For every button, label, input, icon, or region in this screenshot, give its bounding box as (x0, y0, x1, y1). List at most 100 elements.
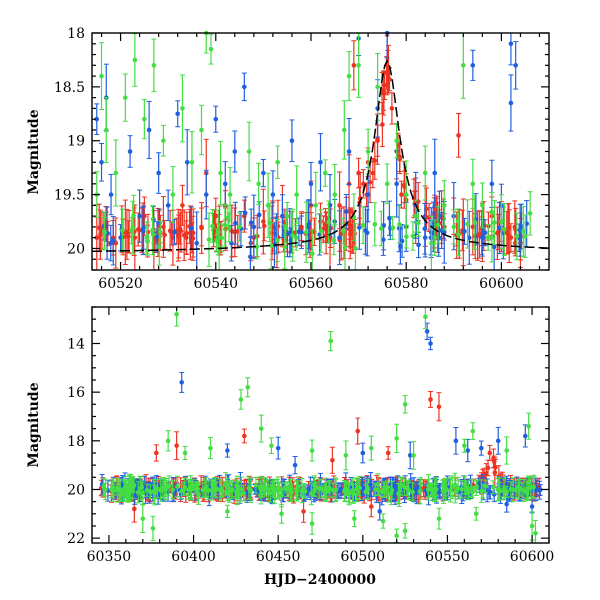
data-point (138, 475, 144, 501)
data-point (452, 479, 458, 504)
data-point (368, 495, 374, 518)
data-point (455, 208, 461, 234)
data-point (322, 159, 328, 187)
data-point (489, 212, 495, 263)
data-point (113, 139, 119, 207)
data-point (241, 72, 247, 102)
data-point (504, 436, 510, 465)
top-panel: 60520 60540 60560 60580 606001818.51919.520 … (26, 26, 550, 292)
data-point (368, 471, 374, 498)
data-point (274, 218, 280, 263)
data-point (453, 427, 459, 455)
data-point (432, 138, 438, 208)
data-point (478, 479, 484, 503)
data-point (384, 163, 390, 205)
data-point (131, 478, 137, 493)
data-point (394, 423, 400, 454)
data-point (501, 203, 507, 256)
data-point (238, 389, 244, 410)
data-point (278, 482, 284, 508)
data-point (305, 200, 311, 254)
data-point (232, 201, 238, 245)
data-point (99, 42, 105, 110)
data-point (119, 487, 125, 503)
data-point (451, 209, 457, 245)
data-point (232, 130, 238, 173)
y-tick-label: 20 (67, 241, 85, 257)
data-point (436, 392, 442, 422)
data-point (441, 180, 447, 231)
y-tick-label: 14 (67, 336, 85, 352)
data-point (174, 431, 180, 461)
data-point (351, 510, 357, 528)
data-point (101, 478, 107, 496)
data-point (245, 377, 251, 398)
data-point (115, 477, 121, 503)
data-point (194, 211, 200, 271)
data-point (219, 480, 225, 499)
bottom-data-points (98, 306, 543, 544)
data-point (497, 481, 503, 500)
data-point (422, 145, 428, 201)
data-point (147, 484, 153, 500)
data-point (101, 211, 107, 251)
top-y-axis-label: Magnitude (26, 109, 42, 194)
data-point (331, 225, 337, 256)
data-point (524, 486, 530, 500)
data-point (235, 480, 241, 497)
data-point (287, 208, 293, 258)
data-point (224, 504, 230, 518)
data-point (184, 211, 190, 255)
data-point (141, 99, 147, 140)
data-point (207, 437, 213, 460)
data-point (103, 96, 109, 163)
data-point (365, 478, 371, 500)
data-point (406, 479, 412, 501)
data-point (110, 483, 116, 499)
data-point (200, 482, 206, 499)
data-point (151, 38, 157, 93)
data-point (126, 473, 132, 499)
data-point (522, 424, 528, 448)
data-point (410, 221, 416, 251)
data-point (360, 442, 366, 464)
data-point (368, 435, 374, 461)
data-point (241, 428, 247, 444)
data-point (265, 172, 271, 238)
data-point (398, 180, 404, 209)
data-point (378, 210, 384, 247)
data-point (156, 227, 162, 266)
data-point (465, 199, 471, 249)
data-point (432, 219, 438, 256)
data-point (94, 103, 100, 135)
data-point (251, 194, 257, 260)
data-point (209, 483, 215, 498)
x-tick-label: 60500 (341, 549, 386, 565)
data-point (372, 482, 378, 497)
x-tick-label: 60540 (193, 276, 238, 292)
data-point (270, 170, 276, 219)
data-point (311, 482, 317, 497)
data-point (505, 203, 511, 254)
data-point (360, 483, 366, 495)
data-point (478, 440, 484, 456)
data-point (394, 122, 400, 159)
data-point (119, 208, 125, 253)
data-point (462, 475, 468, 495)
data-point (318, 479, 324, 497)
data-point (343, 483, 349, 496)
data-point (260, 188, 266, 255)
data-point (165, 430, 171, 452)
data-point (170, 480, 176, 500)
data-point (224, 443, 230, 458)
data-point (135, 481, 141, 504)
data-point (381, 70, 387, 111)
data-point (229, 482, 235, 498)
data-point (508, 223, 514, 253)
data-point (137, 189, 143, 243)
data-point (513, 41, 519, 90)
data-point (189, 131, 195, 194)
data-point (153, 444, 159, 462)
data-point (128, 216, 134, 245)
data-point (198, 207, 204, 247)
